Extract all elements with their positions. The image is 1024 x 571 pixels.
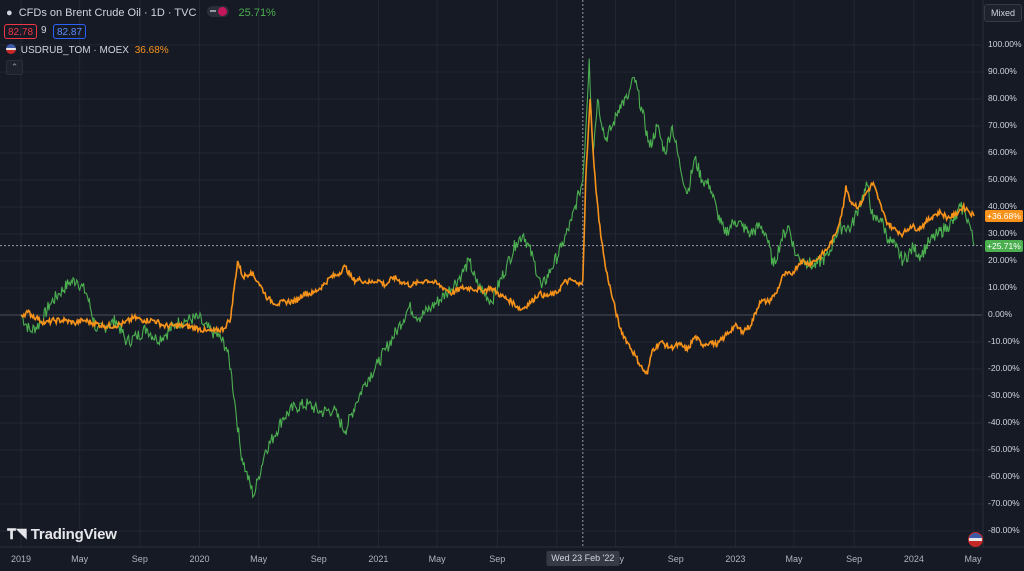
time-axis-tick-label: May: [964, 554, 982, 564]
spread-value: 9: [41, 25, 47, 36]
us-flag-icon-bottom[interactable]: [968, 532, 983, 547]
us-flag-icon: [6, 44, 16, 54]
chevron-up-icon: ⌃: [10, 62, 19, 72]
price-axis-tick-label: 10.00%: [988, 282, 1017, 292]
price-axis-tick-label: -40.00%: [988, 417, 1020, 427]
price-axis-tick-label: -80.00%: [988, 525, 1020, 535]
time-axis-tick-label: 2024: [903, 554, 924, 564]
series-line-brent: [20, 58, 975, 499]
time-axis-tick-label: 2019: [10, 554, 32, 564]
price-axis-tick-label: 50.00%: [988, 174, 1017, 184]
compare-change: 36.68%: [134, 45, 169, 56]
price-axis-tick-label: 70.00%: [988, 120, 1017, 130]
time-axis-tick-label: Sep: [846, 554, 863, 564]
droplet-icon: ●: [6, 7, 13, 19]
time-axis-tick-label: Sep: [310, 554, 327, 564]
price-axis-tick-label: -20.00%: [988, 363, 1020, 373]
price-axis-tick-label: 100.00%: [988, 39, 1022, 49]
series-line-usdrub: [20, 98, 975, 375]
crosshair-date-label: Wed 23 Feb '22: [546, 551, 620, 566]
tradingview-logo-text: TradingView: [30, 526, 117, 543]
ask-button[interactable]: 82.87: [53, 24, 87, 39]
price-axis-tick-label: 60.00%: [988, 147, 1017, 157]
brent-last-price-tag: +25.71%: [985, 239, 1023, 252]
symbol-title[interactable]: CFDs on Brent Crude Oil · 1D · TVC: [18, 7, 197, 19]
price-axis-tick-label: 90.00%: [988, 66, 1017, 76]
legend-toggle-icon[interactable]: [207, 6, 230, 17]
time-axis-tick-label: Sep: [131, 554, 148, 564]
legend-main: ● CFDs on Brent Crude Oil · 1D · TVC 25.…: [6, 6, 276, 19]
usdrub-last-price-tag: +36.68%: [985, 209, 1023, 222]
time-axis-tick-label: 2021: [368, 554, 389, 564]
symbol-change: 25.71%: [238, 7, 276, 19]
collapse-legend-button[interactable]: ⌃: [6, 60, 23, 75]
price-axis-tick-label: -60.00%: [988, 471, 1020, 481]
time-axis-tick-label: 2020: [189, 554, 210, 564]
legend-compare: USDRUB_TOM · MOEX 36.68%: [6, 44, 169, 56]
time-axis-tick-label: May: [785, 554, 803, 564]
price-axis-tick-label: 30.00%: [988, 228, 1017, 238]
time-axis-tick-label: May: [428, 554, 446, 564]
time-axis-tick-label: May: [250, 554, 268, 564]
time-axis-tick-label: Sep: [489, 554, 506, 564]
price-axis-tick-label: -30.00%: [988, 390, 1020, 400]
tradingview-logo[interactable]: 𝐓◥ TradingView: [7, 526, 117, 543]
price-axis-tick-label: -50.00%: [988, 444, 1020, 454]
price-axis-tick-label: 40.00%: [988, 201, 1017, 211]
price-axis-tick-label: 20.00%: [988, 255, 1017, 265]
tradingview-logo-icon: 𝐓◥: [7, 526, 27, 542]
price-axis-tick-label: 0.00%: [988, 309, 1013, 319]
time-axis-tick-label: May: [71, 554, 89, 564]
time-axis-tick-label: 2023: [725, 554, 746, 564]
chart-grid: [0, 0, 982, 547]
price-axis-tick-label: -10.00%: [988, 336, 1020, 346]
time-axis-tick-label: Sep: [667, 554, 684, 564]
scale-mode-button[interactable]: Mixed: [984, 4, 1022, 22]
price-axis-tick-label: -70.00%: [988, 498, 1020, 508]
compare-title[interactable]: USDRUB_TOM · MOEX: [20, 45, 129, 56]
price-axis-tick-label: 80.00%: [988, 93, 1017, 103]
bid-button[interactable]: 82.78: [4, 24, 38, 39]
